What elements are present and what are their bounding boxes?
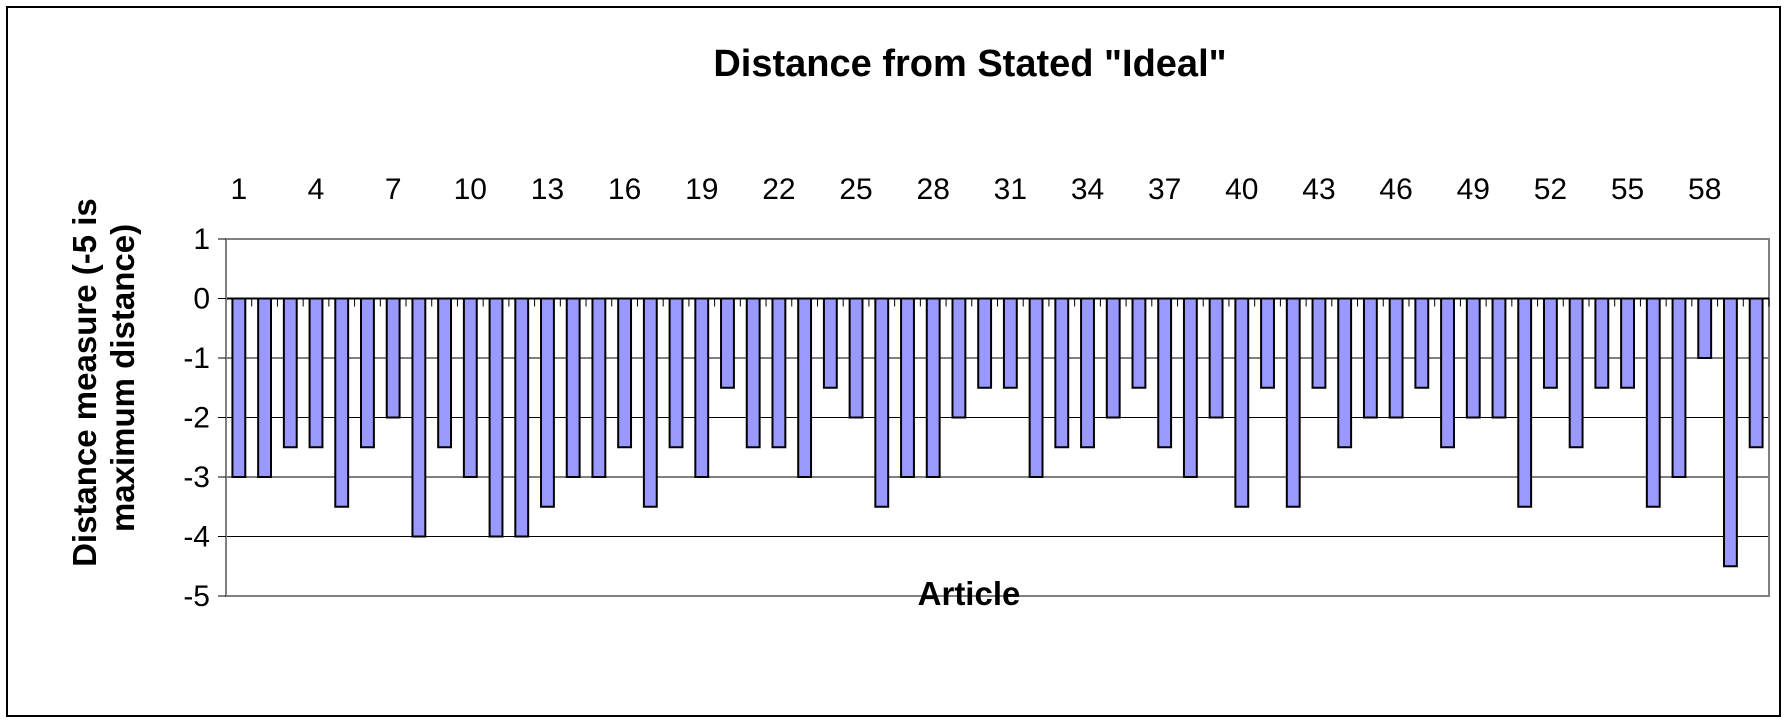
bar [822, 297, 838, 389]
x-tick-label: 40 [1225, 173, 1258, 206]
bar [745, 297, 761, 449]
bar [1594, 297, 1610, 389]
bar [668, 297, 684, 449]
bar [1080, 297, 1095, 449]
bar [1491, 297, 1507, 419]
bar [385, 297, 401, 419]
bar [514, 297, 530, 538]
chart-title: Distance from Stated "Ideal" [713, 43, 1226, 85]
bar [462, 297, 478, 478]
x-tick-label: 46 [1379, 173, 1412, 206]
bar [1234, 297, 1250, 508]
x-tick-label: 28 [917, 173, 950, 206]
bar [231, 297, 247, 478]
plot-area: 10-1-2-3-4-51 4 7 10 13 16 19 22 25 28 31 34 37 40 43 4… [183, 173, 1770, 613]
bar [1748, 297, 1764, 449]
bar [488, 297, 504, 538]
bar [1388, 297, 1404, 419]
bar [1517, 297, 1533, 508]
x-tick-label: 22 [762, 173, 795, 206]
bar [1337, 297, 1353, 449]
bar [257, 297, 273, 478]
bar [1620, 297, 1635, 389]
bar-chart: Distance from Stated "Ideal" 10-1-2-3-4-… [66, 43, 1770, 613]
y-axis-title: Distance measure (-5 is maximum distance… [66, 189, 141, 567]
bar [900, 297, 915, 478]
bar [1697, 297, 1713, 359]
bar [1362, 297, 1378, 419]
y-tick-label: 0 [193, 283, 210, 316]
bar [925, 297, 941, 478]
bar [1542, 297, 1558, 389]
bar [1054, 297, 1070, 449]
chart-frame: Distance from Stated "Ideal" 1 0 -1 -2 -3 -4-… [6, 6, 1781, 717]
y-tick-label: -5 [183, 580, 210, 613]
bar [874, 297, 890, 508]
bar [1722, 297, 1738, 568]
bar [1465, 297, 1481, 419]
x-tick-label: 52 [1534, 173, 1567, 206]
bar [694, 297, 710, 478]
bar [1028, 297, 1044, 478]
y-tick-label: 1 [193, 223, 210, 256]
bar [437, 297, 453, 449]
x-tick-label: 19 [685, 173, 718, 206]
x-tick-label: 49 [1457, 173, 1490, 206]
bar [951, 297, 967, 419]
bar [1285, 297, 1301, 508]
bar [308, 297, 324, 449]
x-tick-label: 37 [1148, 173, 1181, 206]
x-tick-label: 43 [1302, 173, 1335, 206]
bar [771, 297, 787, 449]
y-tick-label: -2 [183, 402, 210, 435]
bar [1645, 297, 1661, 508]
y-axis-title-line-2: maximum distance) [104, 224, 141, 532]
bar [977, 297, 993, 389]
bar [1568, 297, 1584, 449]
bar [848, 297, 864, 419]
bar [1671, 297, 1687, 478]
x-tick-label: 55 [1611, 173, 1644, 206]
bar [360, 297, 375, 449]
bar [591, 297, 607, 478]
x-tick-label: 34 [1071, 173, 1104, 206]
bar [282, 297, 298, 449]
y-tick-label: -3 [183, 461, 210, 494]
x-tick-label: 25 [839, 173, 872, 206]
bar [1414, 297, 1430, 389]
bar [1131, 297, 1147, 389]
bar [1440, 297, 1455, 449]
bar [411, 297, 427, 538]
bar [642, 297, 658, 508]
bar [540, 297, 555, 508]
x-tick-label: 58 [1688, 173, 1721, 206]
bar [617, 297, 633, 449]
x-tick-label: 1 [231, 173, 248, 206]
bar [1182, 297, 1198, 478]
x-tick-label: 31 [994, 173, 1027, 206]
bar [720, 297, 735, 389]
bar [565, 297, 581, 478]
bar [1260, 297, 1275, 389]
x-tick-label: 4 [308, 173, 325, 206]
x-tick-label: 16 [608, 173, 641, 206]
bar [334, 297, 350, 508]
x-axis-title: Article [918, 575, 1021, 612]
x-tick-label: 7 [385, 173, 402, 206]
y-tick-label: -4 [183, 521, 210, 554]
bar [797, 297, 813, 478]
bar [1208, 297, 1224, 419]
x-tick-label: 10 [454, 173, 487, 206]
bar [1311, 297, 1327, 389]
bar [1157, 297, 1173, 449]
bar [1002, 297, 1018, 389]
bar [1105, 297, 1121, 419]
y-tick-label: -1 [183, 342, 210, 375]
y-axis-title-line-1: Distance measure (-5 is [66, 198, 103, 567]
x-tick-label: 13 [531, 173, 564, 206]
